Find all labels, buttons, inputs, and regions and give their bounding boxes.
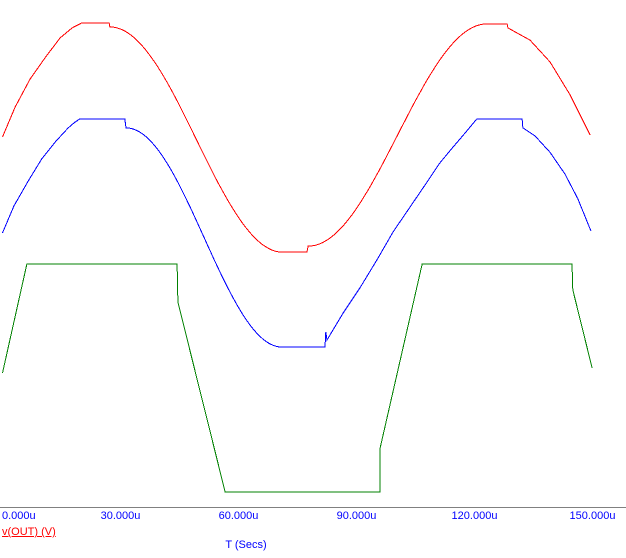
signal-label-vout[interactable]: v(OUT) (V): [2, 526, 56, 538]
trace-red: [2, 22, 591, 253]
x-tick-label: 0.000u: [2, 510, 36, 522]
x-axis-title: T (Secs): [225, 539, 267, 551]
x-tick-label: 90.000u: [336, 510, 377, 522]
x-tick-label: 30.000u: [100, 510, 141, 522]
x-tick-label: 60.000u: [218, 510, 259, 522]
trace-green: [2, 263, 593, 493]
trace-blue: [2, 118, 592, 348]
x-tick-label: 150.000u: [569, 510, 616, 522]
x-tick-label: 120.000u: [451, 510, 498, 522]
